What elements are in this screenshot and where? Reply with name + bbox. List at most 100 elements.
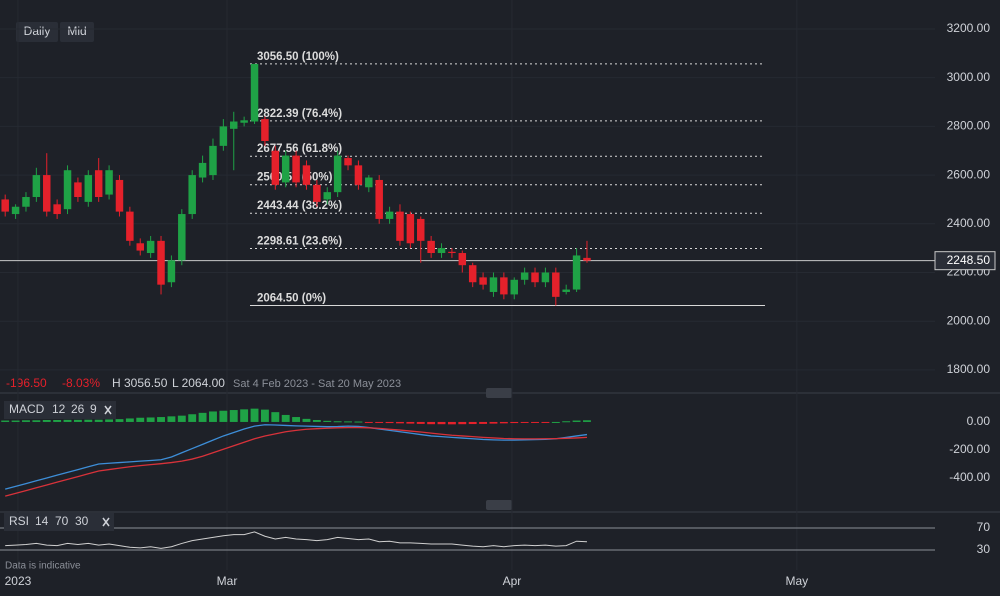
candle-body (448, 251, 456, 254)
candle-body (43, 175, 51, 212)
candle-body (583, 257, 591, 261)
macd-histogram-bar (260, 409, 269, 422)
candle-body (178, 214, 186, 261)
macd-histogram-bar (458, 421, 467, 425)
macd-histogram-bar (479, 421, 488, 424)
macd-histogram-bar (344, 421, 352, 423)
y-tick-label: 2400.00 (947, 216, 991, 230)
macd-histogram-bar (406, 421, 415, 424)
macd-histogram-bar (416, 421, 425, 424)
macd-histogram-bar (520, 421, 529, 423)
candle-body (385, 211, 394, 219)
macd-histogram-bar (385, 421, 394, 424)
fib-label: 2443.44 (38.2%) (257, 200, 342, 212)
macd-histogram-bar (427, 421, 436, 425)
macd-histogram-bar (375, 421, 384, 423)
low: L 2064.00 (172, 376, 225, 390)
x-tick-label: May (785, 574, 808, 588)
macd-histogram-bar (63, 419, 72, 422)
candle-body (520, 272, 529, 280)
candle-body (105, 170, 113, 195)
macd-histogram-bar (136, 417, 145, 422)
macd-histogram-bar (146, 417, 155, 422)
macd-histogram-bar (541, 421, 550, 423)
macd-histogram-bar (115, 419, 124, 422)
candle-body (209, 145, 217, 176)
candle-body (292, 155, 300, 183)
candle-body (365, 177, 373, 188)
last-price-label: 2248.50 (947, 253, 991, 267)
candle-body (458, 253, 467, 266)
candle-body (500, 277, 508, 295)
pane-handle[interactable] (486, 388, 512, 398)
candle-body (157, 240, 165, 285)
macd-histogram-bar (105, 419, 114, 422)
candle-body (479, 277, 487, 285)
candle-body (198, 162, 207, 178)
macd-param: 12 (52, 402, 66, 416)
candle-body (74, 182, 82, 198)
macd-histogram-bar (468, 421, 477, 425)
macd-histogram-bar (354, 421, 363, 423)
candle-body (1, 199, 9, 212)
rsi-legend-box (4, 513, 114, 531)
macd-histogram-bar (22, 420, 30, 422)
y-tick-label: 3000.00 (947, 70, 991, 84)
y-tick-label: 2000.00 (947, 313, 991, 327)
macd-histogram-bar (271, 412, 280, 422)
date-range: Sat 4 Feb 2023 - Sat 20 May 2023 (233, 378, 401, 390)
timeframe-label[interactable]: Daily (24, 24, 51, 38)
macd-name: MACD (9, 402, 45, 416)
candle-body (552, 272, 560, 297)
macd-histogram-bar (499, 421, 508, 424)
macd-histogram-bar (84, 419, 93, 422)
x-tick-label: Apr (503, 574, 522, 588)
macd-tick-label: -200.00 (949, 442, 990, 456)
fib-label: 2298.61 (23.6%) (257, 236, 342, 248)
candle-body (63, 170, 72, 210)
candle-body (136, 243, 144, 251)
macd-tick-label: -400.00 (949, 470, 990, 484)
macd-histogram-bar (125, 418, 134, 422)
candle-body (53, 204, 61, 215)
candle-body (126, 211, 134, 241)
candle-body (344, 158, 352, 166)
candle-body (489, 277, 498, 292)
rsi-param: 70 (55, 514, 69, 528)
macd-histogram-bar (209, 411, 217, 422)
macd-tick-label: 0.00 (967, 414, 991, 428)
timeframe-button[interactable] (16, 22, 58, 42)
fib-label: 2064.50 (0%) (257, 293, 326, 305)
macd-histogram-bar (281, 414, 290, 422)
candle-body (240, 120, 248, 123)
fib-label: 2822.39 (76.4%) (257, 108, 342, 120)
price-type-button[interactable] (60, 22, 94, 42)
candle-body (406, 214, 415, 244)
high: H 3056.50 (112, 376, 168, 390)
candle-body (468, 265, 477, 283)
macd-histogram-bar (323, 420, 332, 422)
pane-handle[interactable] (486, 500, 512, 510)
candle-body (510, 279, 518, 295)
price-type-label[interactable]: Mid (67, 24, 86, 38)
macd-histogram-bar (219, 410, 228, 422)
macd-histogram-bar (531, 421, 539, 423)
macd-histogram-bar (510, 421, 519, 424)
last-price-box (934, 251, 996, 271)
candle-body (572, 255, 581, 290)
macd-histogram-bar (167, 416, 176, 422)
candle-body (84, 175, 93, 202)
candle-body (22, 197, 30, 207)
macd-histogram-bar (489, 421, 498, 424)
footnote: Data is indicative (5, 561, 81, 572)
x-tick-label: Mar (217, 574, 238, 588)
macd-histogram-bar (364, 421, 373, 423)
legend-close-icon (104, 405, 112, 415)
macd-histogram-bar (396, 421, 404, 424)
candle-body (562, 289, 570, 292)
rsi-param: 30 (75, 514, 89, 528)
candle-body (11, 206, 20, 215)
candle-body (333, 155, 342, 193)
